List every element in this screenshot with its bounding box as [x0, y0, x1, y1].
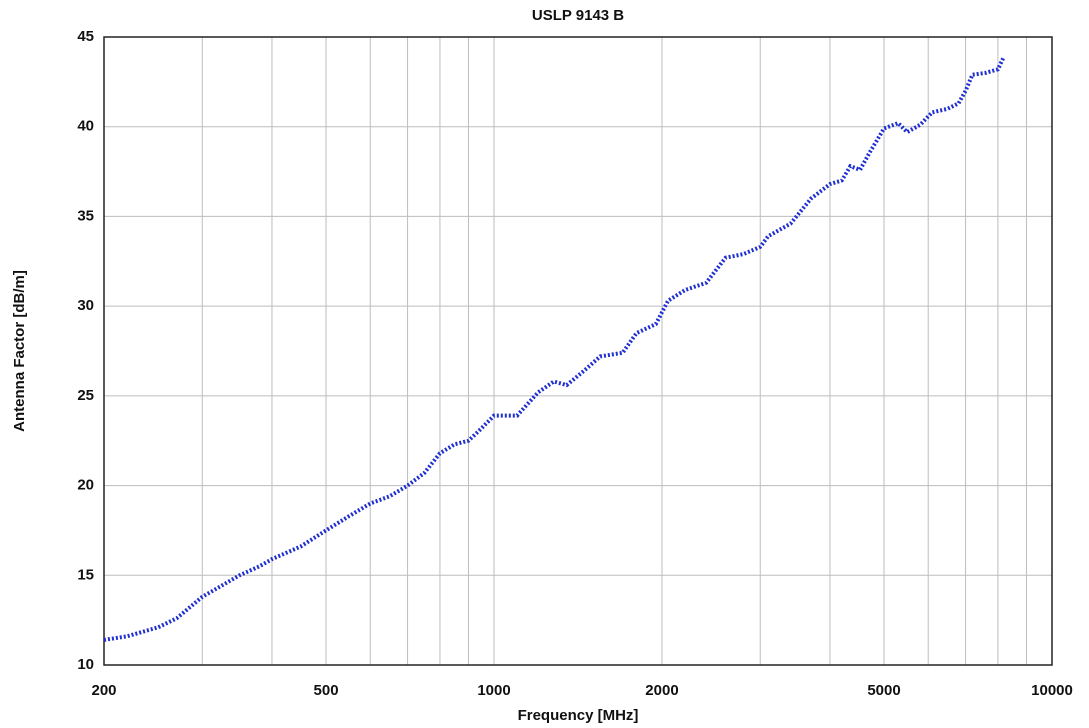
data-line — [103, 55, 1006, 642]
x-tick-label: 10000 — [1031, 682, 1073, 699]
x-axis-label: Frequency [MHz] — [518, 707, 639, 724]
y-tick-label: 10 — [77, 656, 94, 673]
plot-frame — [103, 36, 1053, 666]
x-tick-label: 2000 — [645, 682, 678, 699]
y-tick-label: 35 — [77, 207, 94, 224]
y-tick-label: 30 — [77, 297, 94, 314]
x-tick-label: 1000 — [477, 682, 510, 699]
y-axis-label: Antenna Factor [dB/m] — [11, 270, 28, 432]
y-tick-label: 20 — [77, 477, 94, 494]
y-tick-label: 15 — [77, 566, 94, 583]
y-tick-label: 40 — [77, 118, 94, 135]
x-tick-label: 5000 — [867, 682, 900, 699]
x-tick-label: 200 — [91, 682, 116, 699]
y-tick-label: 25 — [77, 387, 94, 404]
x-tick-label: 500 — [314, 682, 339, 699]
y-tick-label: 45 — [77, 28, 94, 45]
chart-title: USLP 9143 B — [532, 7, 624, 24]
